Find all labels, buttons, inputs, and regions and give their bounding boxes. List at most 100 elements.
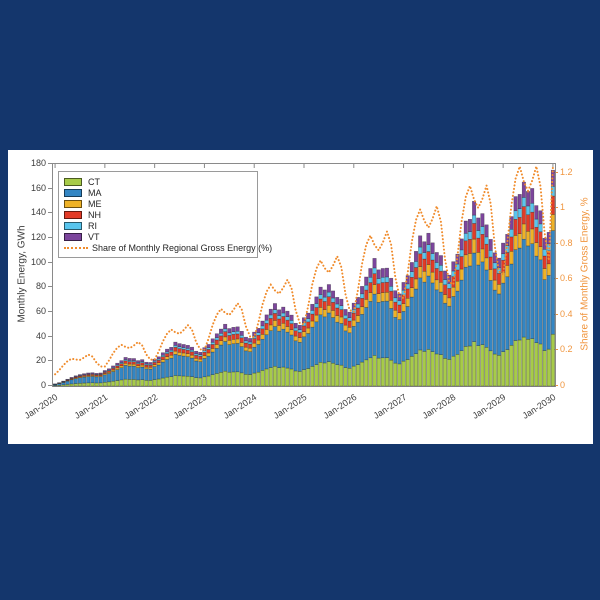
y-tick-mark — [48, 212, 52, 214]
bar-segment — [190, 376, 194, 387]
legend-label: NH — [88, 209, 101, 220]
bar-segment — [476, 264, 481, 346]
bar-segment — [94, 382, 99, 387]
bar-segment — [530, 228, 535, 244]
bar-segment — [542, 279, 547, 351]
right-tick-label: 0.8 — [560, 237, 573, 248]
bar-segment — [190, 349, 194, 353]
bar-segment — [77, 374, 82, 376]
bar-segment — [297, 337, 302, 343]
right-tick-label: 1 — [560, 202, 566, 213]
right-tick-label: 0.4 — [560, 308, 573, 319]
bar-segment — [102, 382, 107, 387]
bar-segment — [173, 375, 178, 387]
bar-segment — [455, 290, 460, 355]
bar-segment — [372, 258, 377, 269]
bar-segment — [343, 309, 348, 316]
chart-panel: Monthly Energy, GWh Share of Monthly Gro… — [8, 150, 593, 444]
bar-segment — [347, 368, 352, 387]
bar-segment — [443, 270, 448, 280]
bar-segment — [476, 237, 481, 253]
bar-segment — [231, 343, 236, 373]
bar-segment — [243, 342, 248, 348]
y-tick-label: 20 — [35, 355, 46, 366]
bar-segment — [231, 334, 236, 340]
bar-segment — [447, 288, 452, 299]
bar-segment — [467, 219, 472, 233]
bar-segment — [235, 333, 240, 340]
bar-segment — [293, 335, 298, 342]
bar-segment — [302, 369, 306, 387]
bar-segment — [264, 334, 269, 370]
bar-segment — [364, 307, 369, 361]
bar-segment — [530, 211, 535, 230]
y-tick-label: 180 — [30, 158, 46, 168]
bar-segment — [173, 354, 178, 376]
bar-segment — [501, 253, 506, 261]
bar-segment — [364, 284, 369, 291]
bar-segment — [223, 370, 228, 387]
bar-segment — [152, 364, 157, 367]
bar-segment — [306, 321, 311, 329]
bar-segment — [169, 354, 174, 359]
bar-segment — [401, 360, 406, 387]
bar-segment — [497, 355, 501, 387]
bar-segment — [339, 323, 344, 366]
bar-segment — [339, 364, 344, 387]
y-tick-mark — [48, 187, 52, 189]
legend-item-ri: RI — [64, 220, 251, 231]
bar-segment — [521, 336, 526, 387]
bar-segment — [343, 324, 348, 332]
bar-segment — [538, 210, 543, 225]
bar-segment — [401, 311, 406, 362]
bar-segment — [331, 317, 336, 364]
bar-segment — [243, 336, 248, 342]
bar-segment — [61, 382, 66, 386]
bar-segment — [530, 188, 535, 204]
bar-segment — [355, 321, 360, 365]
bar-segment — [534, 255, 539, 343]
bar-segment — [476, 230, 481, 239]
bar-segment — [443, 302, 448, 359]
bar-segment — [414, 251, 418, 262]
y-tick-label: 40 — [35, 330, 46, 341]
bar-segment — [140, 359, 145, 362]
bar-segment — [297, 341, 302, 372]
bar-segment — [256, 332, 261, 336]
bar-segment — [111, 365, 116, 368]
bar-segment — [414, 353, 418, 387]
bar-segment — [385, 357, 389, 387]
bar-segment — [447, 359, 452, 387]
bar-segment — [264, 319, 269, 324]
bar-segment — [248, 347, 253, 352]
bar-segment — [148, 367, 153, 370]
bar-segment — [219, 333, 223, 337]
bar-segment — [194, 350, 199, 355]
bar-segment — [434, 279, 439, 291]
bar-segment — [426, 232, 431, 245]
bar-segment — [285, 326, 290, 333]
bar-segment — [467, 253, 472, 267]
bar-segment — [322, 316, 327, 364]
bar-segment — [409, 287, 414, 298]
bar-segment — [347, 311, 352, 318]
bar-segment — [293, 330, 298, 337]
bar-segment — [198, 358, 203, 362]
bar-segment — [136, 379, 141, 387]
bar-segment — [131, 365, 136, 380]
bar-segment — [243, 374, 248, 387]
bar-segment — [260, 320, 265, 327]
bar-segment — [314, 314, 319, 323]
bar-segment — [335, 307, 340, 316]
bar-segment — [380, 292, 385, 302]
bar-segment — [430, 259, 435, 273]
bar-segment — [389, 359, 394, 387]
bar-segment — [322, 296, 327, 302]
bar-segment — [206, 344, 211, 348]
bar-segment — [542, 249, 547, 257]
bar-segment — [131, 358, 136, 361]
bar-segment — [542, 350, 547, 387]
bar-segment — [111, 380, 116, 387]
bar-segment — [239, 342, 244, 347]
bar-segment — [169, 376, 174, 387]
